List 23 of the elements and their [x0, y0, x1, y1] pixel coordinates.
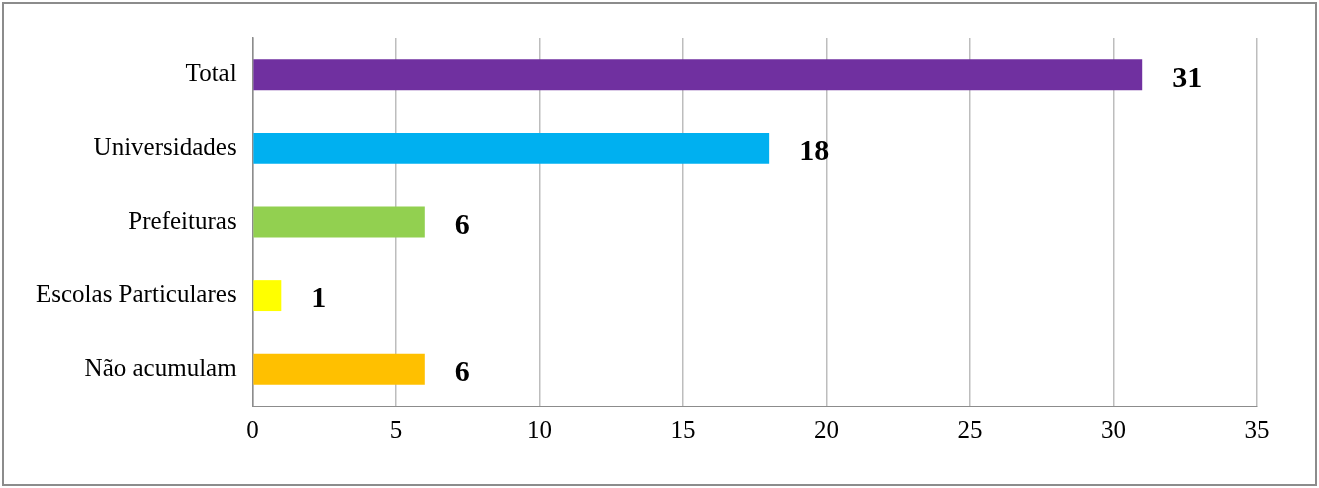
bar: [253, 280, 282, 312]
x-tick-label: 15: [670, 415, 696, 443]
y-tick-label: Universidades: [93, 132, 237, 160]
y-tick-label: Prefeituras: [128, 206, 237, 234]
x-tick-label: 35: [1244, 415, 1270, 443]
data-label: 18: [799, 133, 830, 167]
bar: [253, 132, 770, 164]
x-tick-label: 20: [814, 415, 840, 443]
data-label: 6: [454, 206, 470, 240]
x-tick-label: 0: [246, 415, 259, 443]
y-tick-label: Total: [185, 59, 237, 87]
bar: [253, 206, 425, 238]
y-tick-label: Escolas Particulares: [36, 280, 237, 308]
x-tick-label: 10: [527, 415, 553, 443]
x-tick-label: 25: [957, 415, 983, 443]
bar: [253, 59, 1143, 91]
x-tick-label: 30: [1101, 415, 1127, 443]
y-tick-label: Não acumulam: [84, 353, 238, 381]
data-label: 1: [311, 280, 327, 314]
x-tick-label: 5: [389, 415, 403, 443]
data-label: 31: [1172, 59, 1203, 93]
data-label: 6: [454, 353, 470, 387]
bar: [253, 353, 425, 385]
